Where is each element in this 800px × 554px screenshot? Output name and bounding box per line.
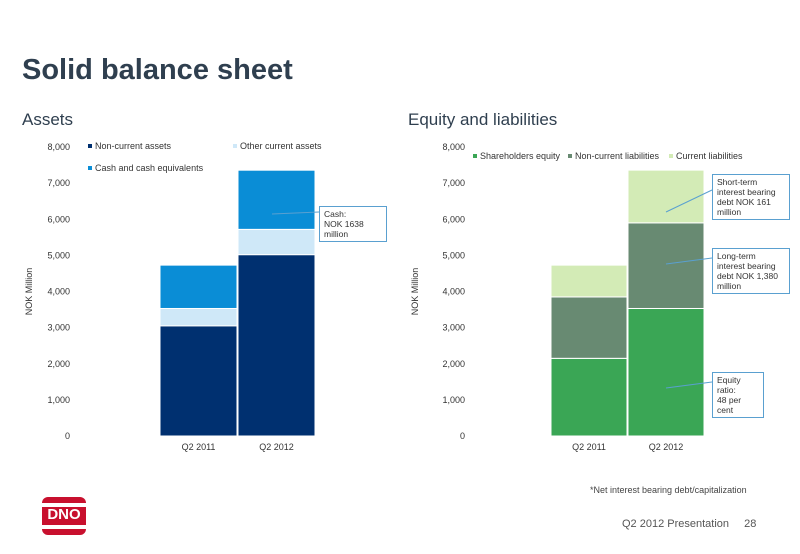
equity-ratio-callout: Equity ratio: 48 per cent bbox=[712, 372, 764, 418]
legend-swatch bbox=[88, 166, 92, 170]
callout-line: debt NOK 161 bbox=[717, 197, 771, 207]
y-axis-label: NOK Million bbox=[410, 268, 420, 316]
y-tick-label: 4,000 bbox=[47, 287, 70, 297]
y-tick-label: 6,000 bbox=[442, 214, 465, 224]
y-tick-label: 7,000 bbox=[47, 178, 70, 188]
callout-pointer bbox=[665, 257, 713, 265]
company-logo: DNO bbox=[42, 497, 86, 535]
footnote: *Net interest bearing debt/capitalizatio… bbox=[590, 485, 747, 495]
slide-title: Solid balance sheet bbox=[22, 54, 293, 86]
bar-segment bbox=[237, 169, 316, 230]
long-term-debt-callout: Long-term interest bearing debt NOK 1,380 m… bbox=[712, 248, 790, 294]
legend-entry: Shareholders equity bbox=[480, 151, 561, 161]
cash-callout: Cash: NOK 1638 million bbox=[319, 206, 387, 242]
y-tick-label: 2,000 bbox=[47, 359, 70, 369]
legend-entry: Cash and cash equivalents bbox=[95, 163, 204, 173]
y-tick-label: 8,000 bbox=[442, 142, 465, 152]
y-tick-label: 5,000 bbox=[47, 250, 70, 260]
footer-text: Q2 2012 Presentation bbox=[622, 518, 730, 530]
callout-line: interest bearing bbox=[717, 187, 776, 197]
x-category-label: Q2 2012 bbox=[649, 442, 684, 452]
y-tick-label: 3,000 bbox=[47, 323, 70, 333]
logo-stripe-bottom bbox=[42, 525, 86, 529]
legend-swatch bbox=[473, 154, 477, 158]
callout-line: Equity ratio: bbox=[717, 375, 741, 395]
y-tick-label: 0 bbox=[460, 431, 465, 441]
page-number: 28 bbox=[744, 518, 757, 530]
callout-line: million bbox=[717, 281, 742, 291]
short-term-debt-callout: Short-term interest bearing debt NOK 161 mi… bbox=[712, 174, 790, 220]
legend-swatch bbox=[568, 154, 572, 158]
assets-chart-title: Assets bbox=[22, 110, 74, 129]
bar-segment bbox=[550, 296, 628, 359]
legend-swatch bbox=[233, 144, 237, 148]
bar-segment bbox=[627, 222, 705, 309]
legend-entry: Non-current liabilities bbox=[575, 151, 660, 161]
y-tick-label: 0 bbox=[65, 431, 70, 441]
callout-line: interest bearing bbox=[717, 261, 776, 271]
y-tick-label: 5,000 bbox=[442, 250, 465, 260]
bar-segment bbox=[627, 307, 705, 437]
bar-segment bbox=[627, 169, 705, 224]
bar-segment bbox=[550, 357, 628, 437]
y-tick-label: 6,000 bbox=[47, 214, 70, 224]
callout-line: NOK 1638 million bbox=[324, 219, 364, 239]
callout-line: million bbox=[717, 207, 742, 217]
y-axis-label: NOK Million bbox=[24, 268, 34, 316]
callout-pointer bbox=[271, 211, 320, 215]
y-tick-label: 3,000 bbox=[442, 323, 465, 333]
x-category-label: Q2 2011 bbox=[572, 442, 606, 452]
x-category-label: Q2 2012 bbox=[259, 442, 294, 452]
y-tick-label: 1,000 bbox=[442, 395, 465, 405]
y-tick-label: 8,000 bbox=[47, 142, 70, 152]
legend-entry: Current liabilities bbox=[676, 151, 743, 161]
legend-entry: Other current assets bbox=[240, 141, 322, 151]
bar-segment bbox=[237, 228, 316, 256]
logo-stripe-top bbox=[42, 503, 86, 507]
bar-segment bbox=[237, 254, 316, 437]
y-tick-label: 2,000 bbox=[442, 359, 465, 369]
callout-line: Long-term bbox=[717, 251, 756, 261]
legend-swatch bbox=[88, 144, 92, 148]
bar-segment bbox=[550, 264, 628, 298]
callout-line: 48 per cent bbox=[717, 395, 742, 415]
logo-text: DNO bbox=[47, 506, 81, 523]
equity-liabilities-chart-title: Equity and liabilities bbox=[408, 110, 558, 129]
x-category-label: Q2 2011 bbox=[182, 442, 216, 452]
legend-swatch bbox=[669, 154, 673, 158]
bar-segment bbox=[159, 307, 238, 327]
callout-line: Cash: bbox=[324, 209, 347, 219]
callout-pointer bbox=[665, 189, 713, 213]
legend-entry: Non-current assets bbox=[95, 141, 172, 151]
footer: Q2 2012 Presentation 28 bbox=[622, 518, 756, 530]
y-tick-label: 7,000 bbox=[442, 178, 465, 188]
callout-line: Short-term bbox=[717, 177, 758, 187]
y-tick-label: 1,000 bbox=[47, 395, 70, 405]
bar-segment bbox=[159, 325, 238, 437]
callout-line: debt NOK 1,380 bbox=[717, 271, 778, 281]
bar-segment bbox=[159, 264, 238, 309]
callout-pointer bbox=[665, 381, 713, 389]
y-tick-label: 4,000 bbox=[442, 287, 465, 297]
